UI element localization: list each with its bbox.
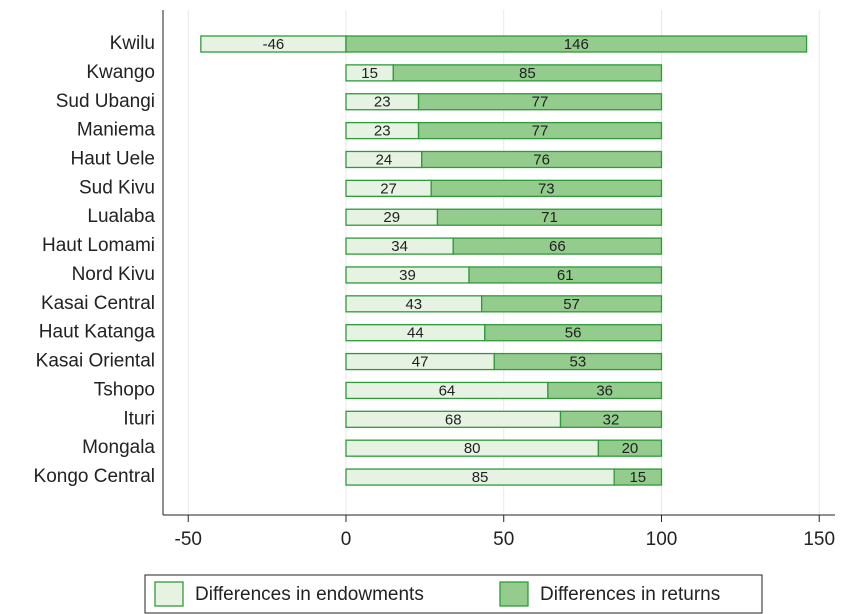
bar-segment xyxy=(559,410,663,428)
data-label: 64 xyxy=(439,382,456,399)
data-label: 23 xyxy=(374,94,391,111)
bar-segment xyxy=(345,35,808,53)
data-label: 24 xyxy=(376,151,393,168)
data-label: 15 xyxy=(629,469,646,486)
y-tick-label: Sud Ubangi xyxy=(56,91,155,112)
data-label: 61 xyxy=(557,267,574,284)
data-label: 77 xyxy=(532,94,549,111)
data-label: 32 xyxy=(603,411,620,428)
bar-segment xyxy=(613,468,663,486)
y-tick-label: Kongo Central xyxy=(34,466,155,487)
data-label: 20 xyxy=(622,440,639,457)
data-label: 29 xyxy=(383,209,400,226)
y-tick-label: Haut Lomami xyxy=(42,235,155,256)
data-label: 15 xyxy=(361,65,378,82)
bar-segment xyxy=(417,93,663,111)
bar-segment xyxy=(392,64,663,82)
bar-segment xyxy=(436,208,663,226)
data-label: 66 xyxy=(549,238,566,255)
y-tick-label: Ituri xyxy=(123,408,155,429)
data-label: 73 xyxy=(538,180,555,197)
x-tick-label: 0 xyxy=(341,529,352,550)
bar-segment xyxy=(547,381,663,400)
x-tick-label: 100 xyxy=(646,529,678,550)
data-label: 80 xyxy=(464,440,481,457)
legend-label: Differences in endowments xyxy=(195,584,424,605)
y-tick-label: Lualaba xyxy=(87,206,155,227)
x-tick-label: 150 xyxy=(803,529,835,550)
bar-segment xyxy=(493,352,663,371)
x-tick-label: -50 xyxy=(175,529,202,550)
x-tick-label: 50 xyxy=(493,529,514,550)
data-label: 34 xyxy=(391,238,408,255)
y-tick-label: Mongala xyxy=(82,437,155,458)
bar-segment xyxy=(597,439,663,457)
y-tick-label: Haut Uele xyxy=(71,148,156,169)
data-label: 47 xyxy=(412,354,429,371)
data-label: -46 xyxy=(263,36,285,53)
data-label: 43 xyxy=(405,296,422,313)
data-label: 27 xyxy=(380,180,397,197)
data-label: 56 xyxy=(565,325,582,342)
data-label: 57 xyxy=(563,296,580,313)
legend-label: Differences in returns xyxy=(540,584,720,605)
legend-swatch xyxy=(154,581,184,607)
data-label: 44 xyxy=(407,325,424,342)
bar-segment xyxy=(468,266,663,284)
data-label: 85 xyxy=(472,469,489,486)
y-tick-label: Tshopo xyxy=(94,379,155,400)
y-tick-label: Haut Katanga xyxy=(39,322,156,343)
y-tick-label: Kwilu xyxy=(110,33,155,54)
data-label: 68 xyxy=(445,411,462,428)
bar-segment xyxy=(430,179,663,198)
bar-segment xyxy=(452,237,663,255)
legend-swatch xyxy=(499,581,529,607)
bar-segment xyxy=(484,324,663,342)
bar-segment xyxy=(480,295,663,313)
data-label: 71 xyxy=(541,209,558,226)
data-label: 39 xyxy=(399,267,416,284)
y-tick-label: Kasai Central xyxy=(41,293,155,314)
y-tick-label: Maniema xyxy=(77,120,156,141)
y-tick-label: Nord Kivu xyxy=(72,264,155,285)
data-label: 53 xyxy=(570,354,587,371)
data-label: 36 xyxy=(596,382,613,399)
legend-box xyxy=(144,574,763,614)
bar-segment xyxy=(421,150,663,169)
data-label: 76 xyxy=(533,151,550,168)
data-label: 77 xyxy=(532,123,549,140)
bar-segment xyxy=(417,121,663,140)
y-tick-label: Sud Kivu xyxy=(79,177,155,198)
data-label: 23 xyxy=(374,123,391,140)
y-tick-label: Kwango xyxy=(86,62,155,83)
data-label: 85 xyxy=(519,65,536,82)
data-label: 146 xyxy=(564,36,589,53)
y-tick-label: Kasai Oriental xyxy=(36,351,155,372)
